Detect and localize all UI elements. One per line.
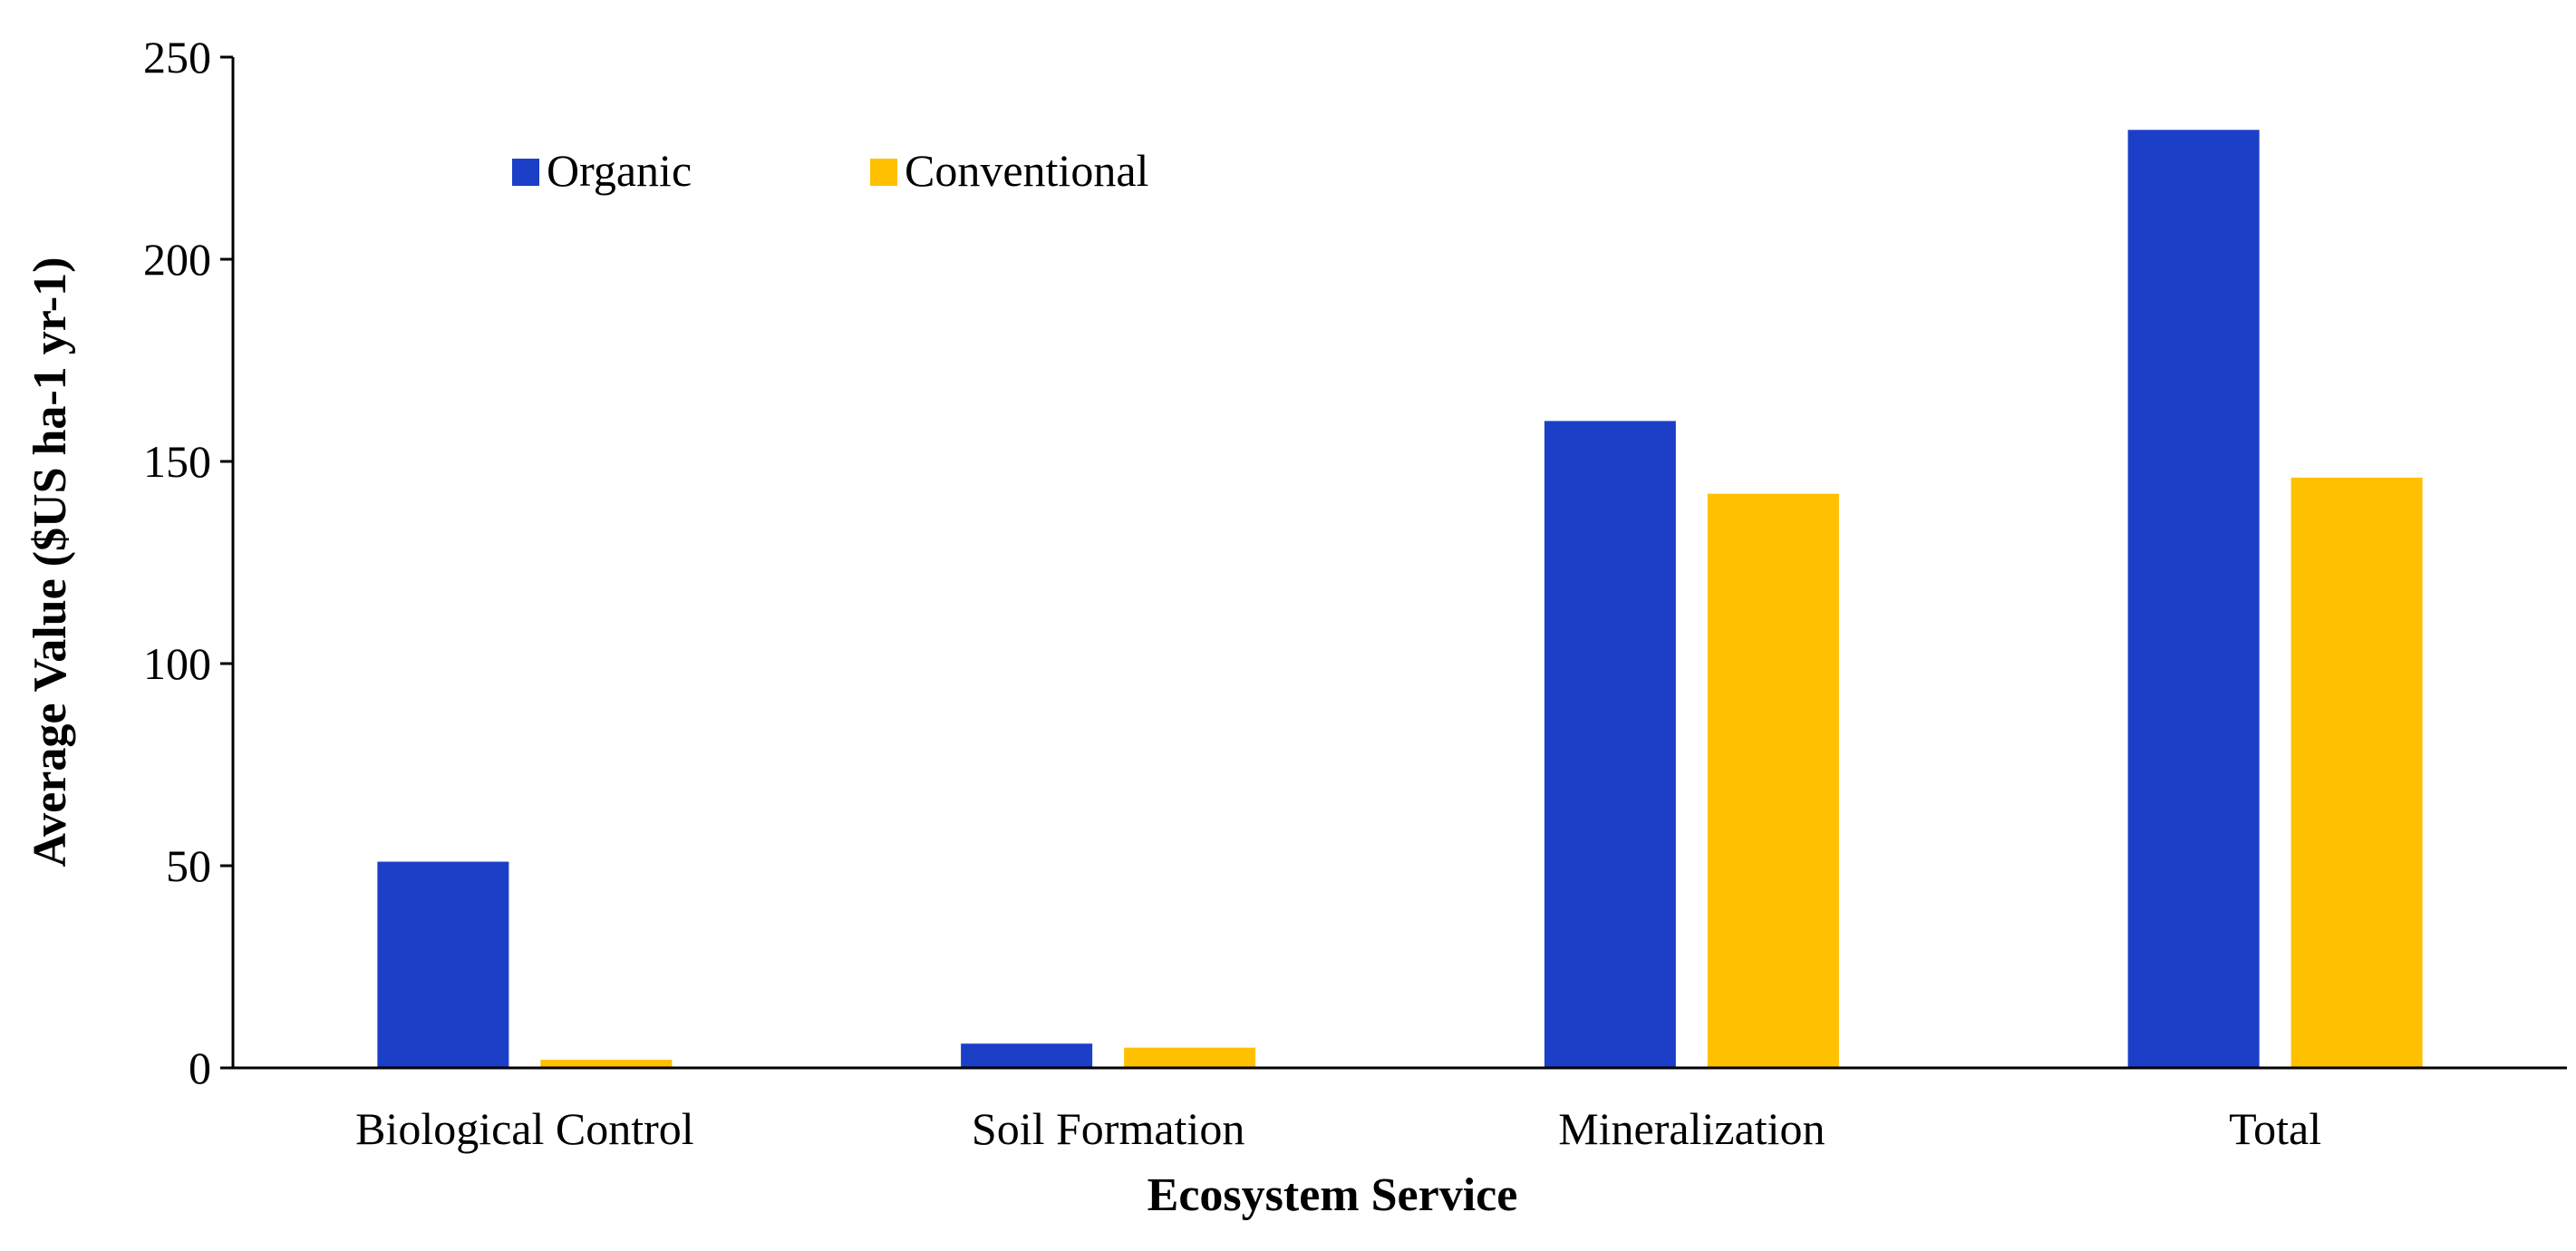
bars-layer <box>377 130 2423 1068</box>
y-tick-label: 200 <box>143 234 211 285</box>
x-category-label: Biological Control <box>355 1103 694 1154</box>
y-ticks: 0 50 100 150 200 250 <box>143 32 233 1093</box>
x-category-label: Soil Formation <box>972 1103 1244 1154</box>
bar-conventional-total <box>2290 477 2423 1068</box>
y-tick-label: 250 <box>143 32 211 82</box>
bar-organic-biological-control <box>377 861 509 1068</box>
bar-conventional-mineralization <box>1707 493 1839 1068</box>
y-tick-label: 50 <box>166 840 211 891</box>
bar-organic-mineralization <box>1544 421 1676 1068</box>
legend-swatch-organic <box>512 159 539 186</box>
bar-conventional-soil-formation <box>1124 1047 1256 1068</box>
y-tick-label: 100 <box>143 638 211 689</box>
bar-organic-soil-formation <box>961 1043 1093 1068</box>
bar-organic-total <box>2127 130 2260 1068</box>
legend-label-conventional: Conventional <box>905 145 1148 196</box>
bar-conventional-biological-control <box>540 1060 673 1068</box>
y-axis-title: Average Value ($US ha-1 yr-1) <box>24 257 76 867</box>
y-tick-label: 150 <box>143 436 211 487</box>
legend-swatch-conventional <box>870 159 897 186</box>
legend: Organic Conventional <box>512 145 1148 196</box>
x-category-label: Total <box>2229 1103 2321 1154</box>
legend-label-organic: Organic <box>547 145 692 196</box>
x-category-labels: Biological Control Soil Formation Minerali… <box>355 1103 2321 1154</box>
y-tick-label: 0 <box>189 1042 211 1093</box>
x-axis-title: Ecosystem Service <box>1148 1169 1518 1221</box>
x-category-label: Mineralization <box>1558 1103 1825 1154</box>
